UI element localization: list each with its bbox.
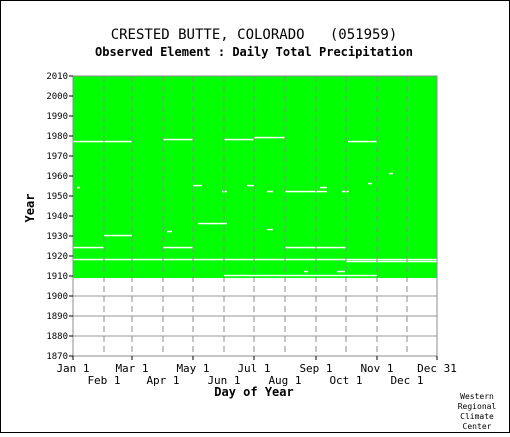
missing-segment <box>285 190 327 193</box>
missing-segment <box>368 182 372 185</box>
y-tick-label: 1920 <box>46 252 68 262</box>
credit-line: Center <box>463 422 492 431</box>
y-tick-label: 1950 <box>46 192 68 202</box>
y-tick-label: 1870 <box>46 352 68 362</box>
y-axis-label: Year <box>23 194 37 223</box>
missing-segment <box>163 246 193 249</box>
missing-segment <box>104 234 132 237</box>
x-tick-label: Jun 1 <box>207 374 240 387</box>
x-tick-label: Apr 1 <box>146 374 179 387</box>
credit-line: Regional <box>458 402 497 411</box>
missing-segment <box>73 258 437 261</box>
missing-segment <box>320 186 327 189</box>
y-tick-label: 1980 <box>46 132 68 142</box>
missing-segment <box>167 230 172 233</box>
missing-segment <box>389 172 393 175</box>
missing-segment <box>77 186 80 189</box>
data-coverage <box>73 76 437 278</box>
y-tick-label: 1990 <box>46 112 68 122</box>
missing-segment <box>304 270 308 273</box>
missing-segment <box>247 184 254 187</box>
x-tick-label: Dec 31 <box>417 362 457 375</box>
y-tick-label: 1880 <box>46 332 68 342</box>
missing-segment <box>224 274 377 277</box>
y-tick-label: 1970 <box>46 152 68 162</box>
credit-line: Western <box>460 392 494 401</box>
missing-segment <box>198 222 227 225</box>
missing-segment <box>224 138 254 141</box>
x-tick-label: Nov 1 <box>360 362 393 375</box>
x-axis-ticks: Jan 1 Mar 1 May 1 Jul 1 Sep 1 Nov 1 Dec 31 Feb … <box>56 356 457 387</box>
missing-segment <box>348 140 377 143</box>
x-tick-label: Dec 1 <box>390 374 423 387</box>
missing-segment <box>254 136 285 139</box>
x-tick-label: Feb 1 <box>87 374 120 387</box>
y-tick-label: 1910 <box>46 272 68 282</box>
y-tick-label: 1890 <box>46 312 68 322</box>
missing-segment <box>193 184 202 187</box>
missing-segment <box>163 138 193 141</box>
x-tick-label: Oct 1 <box>329 374 362 387</box>
missing-segment <box>73 246 104 249</box>
x-tick-label: Jul 1 <box>237 362 270 375</box>
plot-area <box>72 75 438 357</box>
missing-segment <box>73 140 132 143</box>
chart-title: CRESTED BUTTE, COLORADO (051959) <box>111 27 398 43</box>
x-tick-label: Jan 1 <box>56 362 89 375</box>
missing-segment <box>267 190 273 193</box>
x-tick-label: Sep 1 <box>299 362 332 375</box>
y-tick-label: 2010 <box>46 72 68 82</box>
x-tick-label: Mar 1 <box>115 362 148 375</box>
y-tick-label: 1900 <box>46 292 68 302</box>
x-axis-label: Day of Year <box>214 385 293 399</box>
x-tick-label: Aug 1 <box>268 374 301 387</box>
missing-segment <box>346 260 437 263</box>
y-tick-label: 1960 <box>46 172 68 182</box>
x-tick-label: May 1 <box>176 362 209 375</box>
missing-segment <box>337 270 345 273</box>
missing-segment <box>267 228 273 231</box>
y-tick-label: 1940 <box>46 212 68 222</box>
y-tick-label: 1930 <box>46 232 68 242</box>
credit-line: Climate <box>460 412 494 421</box>
y-axis-ticks: 1870 1880 1890 1900 1910 1920 1930 1940 1950 1960… <box>46 72 73 362</box>
y-tick-label: 2000 <box>46 92 68 102</box>
chart-subtitle: Observed Element : Daily Total Precipita… <box>95 45 413 59</box>
